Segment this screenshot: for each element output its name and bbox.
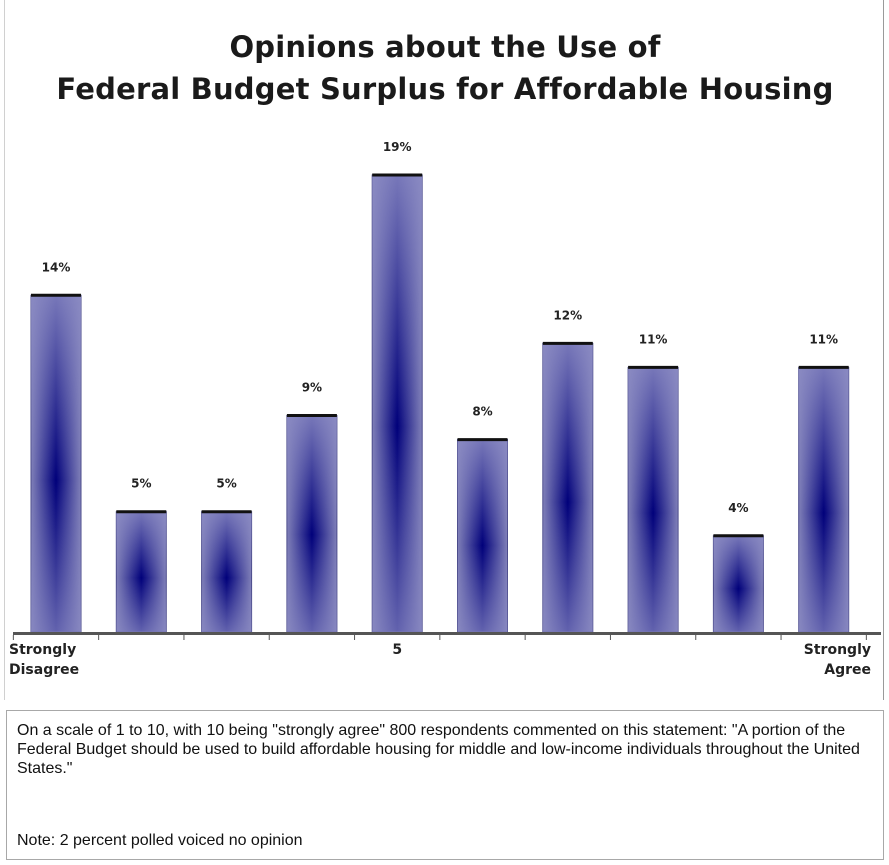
data-label-3: 5% — [216, 477, 236, 491]
chart-title-line-2: Federal Budget Surplus for Affordable Ho… — [56, 72, 834, 106]
bar-shade-9 — [713, 535, 764, 632]
bar-shade-10 — [798, 367, 849, 632]
chart-title-line-1: Opinions about the Use of — [229, 30, 661, 64]
caption-panel: On a scale of 1 to 10, with 10 being "st… — [6, 710, 884, 860]
data-label-1: 14% — [42, 260, 71, 274]
data-label-8: 11% — [639, 332, 668, 346]
x-tick-label-5-line-1: 5 — [392, 642, 402, 658]
chart-title: Opinions about the Use of Federal Budget… — [5, 26, 885, 110]
bar-shade-5 — [372, 175, 423, 632]
x-tick-label-10-line-2: Agree — [824, 662, 871, 678]
bar-shade-2 — [116, 511, 167, 632]
data-label-7: 12% — [553, 308, 582, 322]
x-tick-label-1-line-2: Disagree — [9, 662, 79, 678]
x-tick-label-1-line-1: Strongly — [9, 642, 76, 658]
x-tick-label-10-line-1: Strongly — [804, 642, 871, 658]
bar-shade-7 — [542, 343, 593, 632]
bar-shade-4 — [286, 415, 337, 632]
bar-shade-6 — [457, 439, 508, 632]
bar-shade-3 — [201, 511, 252, 632]
chart-panel: Opinions about the Use of Federal Budget… — [4, 0, 884, 700]
data-label-4: 9% — [302, 381, 322, 395]
bar-chart: 14% 5% 5% 9% 19% 8% 12% 11% 4% 11% Strongly Disagr… — [9, 140, 881, 678]
caption-note: Note: 2 percent polled voiced no opinion — [17, 832, 303, 849]
data-label-6: 8% — [472, 405, 492, 419]
bar-shade-1 — [31, 295, 81, 632]
data-label-9: 4% — [728, 501, 748, 515]
data-label-10: 11% — [809, 332, 838, 346]
data-label-5: 19% — [383, 140, 412, 154]
caption-text: On a scale of 1 to 10, with 10 being "st… — [17, 722, 860, 777]
bar-shade-8 — [628, 367, 679, 632]
data-label-2: 5% — [131, 477, 151, 491]
